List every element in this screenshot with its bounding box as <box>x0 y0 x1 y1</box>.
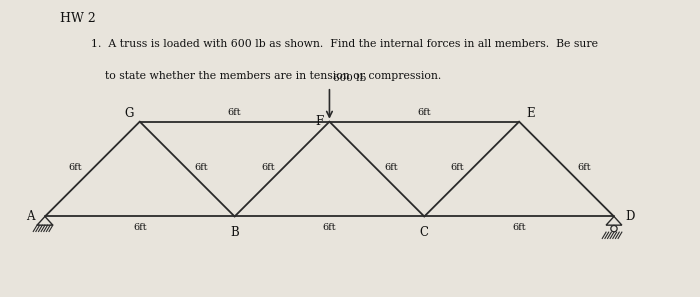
Text: F: F <box>316 115 324 128</box>
Text: 6ft: 6ft <box>261 163 274 172</box>
Text: 6ft: 6ft <box>384 163 398 172</box>
Text: 6ft: 6ft <box>577 163 591 172</box>
Text: B: B <box>230 226 239 239</box>
Text: 6ft: 6ft <box>451 163 464 172</box>
Text: 1.  A truss is loaded with 600 lb as shown.  Find the internal forces in all mem: 1. A truss is loaded with 600 lb as show… <box>91 39 598 49</box>
Text: to state whether the members are in tension or compression.: to state whether the members are in tens… <box>91 71 441 81</box>
Text: C: C <box>420 226 429 239</box>
Text: E: E <box>526 107 535 120</box>
Text: 6ft: 6ft <box>512 223 526 232</box>
Text: 6ft: 6ft <box>228 108 241 117</box>
Text: A: A <box>27 210 35 223</box>
Text: D: D <box>625 210 634 223</box>
Text: 6ft: 6ft <box>68 163 82 172</box>
Text: 6ft: 6ft <box>417 108 431 117</box>
Text: HW 2: HW 2 <box>60 12 95 25</box>
Text: 600 lb: 600 lb <box>333 74 367 83</box>
Text: G: G <box>124 107 134 120</box>
Text: 6ft: 6ft <box>195 163 208 172</box>
Text: 6ft: 6ft <box>323 223 336 232</box>
Text: 6ft: 6ft <box>133 223 146 232</box>
